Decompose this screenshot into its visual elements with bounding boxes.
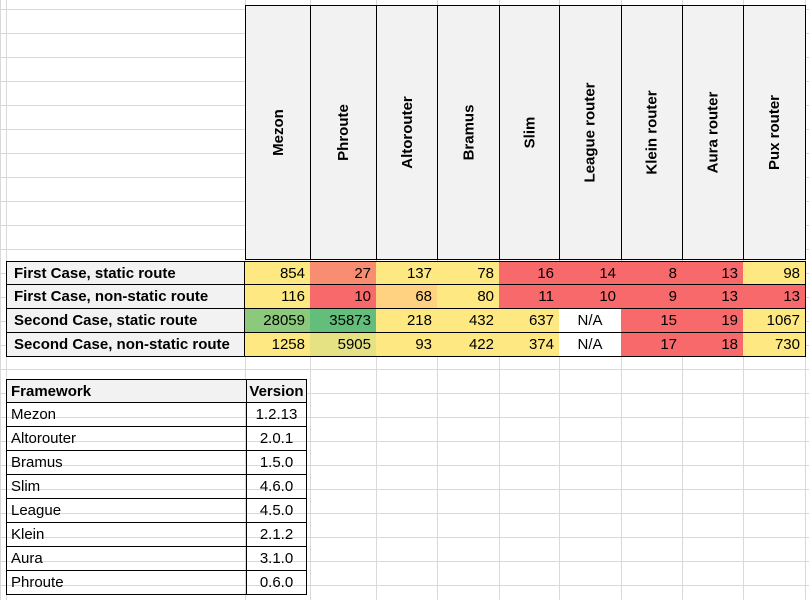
data-cell[interactable]: 19: [682, 309, 744, 333]
version-value[interactable]: 4.5.0: [247, 499, 307, 523]
data-cell[interactable]: 1067: [743, 309, 806, 333]
framework-name[interactable]: Slim: [6, 475, 247, 499]
row-label[interactable]: Second Case, non-static route: [6, 333, 245, 357]
row-label[interactable]: Second Case, static route: [6, 309, 245, 333]
version-value[interactable]: 1.2.13: [247, 403, 307, 427]
data-cell[interactable]: 11: [499, 285, 560, 309]
framework-header[interactable]: Framework: [6, 379, 247, 403]
data-cell[interactable]: 13: [682, 285, 744, 309]
column-header-label: Slim: [521, 116, 538, 149]
framework-name[interactable]: Klein: [6, 523, 247, 547]
column-header-label: Bramus: [459, 104, 477, 161]
version-value[interactable]: 1.5.0: [247, 451, 307, 475]
data-cell[interactable]: 116: [245, 285, 311, 309]
data-cell[interactable]: 93: [376, 333, 438, 357]
column-header-league-router[interactable]: League router: [559, 5, 622, 260]
data-cell[interactable]: 68: [376, 285, 438, 309]
column-header-mezon[interactable]: Mezon: [245, 5, 311, 260]
data-cell[interactable]: 35873: [310, 309, 377, 333]
column-header-slim[interactable]: Slim: [499, 5, 560, 260]
column-header-label: Klein router: [643, 90, 661, 175]
framework-name[interactable]: Altorouter: [6, 427, 247, 451]
column-header-phroute[interactable]: Phroute: [310, 5, 377, 260]
data-cell[interactable]: 80: [437, 285, 500, 309]
column-header-pux-router[interactable]: Pux router: [743, 5, 806, 260]
column-header-label: Pux router: [766, 94, 784, 171]
column-header-label: Phroute: [334, 104, 352, 161]
data-cell[interactable]: 13: [743, 285, 806, 309]
version-value[interactable]: 2.1.2: [247, 523, 307, 547]
framework-name[interactable]: Aura: [6, 547, 247, 571]
framework-name[interactable]: Mezon: [6, 403, 247, 427]
data-cell[interactable]: N/A: [559, 333, 622, 357]
data-cell[interactable]: 78: [437, 261, 500, 285]
data-cell[interactable]: 15: [621, 309, 683, 333]
column-header-klein-router[interactable]: Klein router: [621, 5, 683, 260]
data-cell[interactable]: 13: [682, 261, 744, 285]
data-cell[interactable]: 137: [376, 261, 438, 285]
version-header[interactable]: Version: [247, 379, 307, 403]
framework-name[interactable]: Phroute: [6, 571, 247, 595]
data-cell[interactable]: 730: [743, 333, 806, 357]
version-value[interactable]: 3.1.0: [247, 547, 307, 571]
row-label[interactable]: First Case, non-static route: [6, 285, 245, 309]
data-cell[interactable]: 18: [682, 333, 744, 357]
data-cell[interactable]: 10: [310, 285, 377, 309]
framework-name[interactable]: Bramus: [6, 451, 247, 475]
data-cell[interactable]: 16: [499, 261, 560, 285]
data-cell[interactable]: N/A: [559, 309, 622, 333]
data-cell[interactable]: 8: [621, 261, 683, 285]
data-cell[interactable]: 14: [559, 261, 622, 285]
column-header-label: Mezon: [269, 109, 287, 156]
data-cell[interactable]: 1258: [245, 333, 311, 357]
column-header-label: Altorouter: [398, 96, 416, 169]
data-cell[interactable]: 10: [559, 285, 622, 309]
data-cell[interactable]: 28059: [245, 309, 311, 333]
data-cell[interactable]: 27: [310, 261, 377, 285]
column-header-label: Aura router: [704, 91, 722, 174]
column-header-label: League router: [582, 82, 599, 183]
data-cell[interactable]: 17: [621, 333, 683, 357]
column-header-aura-router[interactable]: Aura router: [682, 5, 744, 260]
version-value[interactable]: 0.6.0: [247, 571, 307, 595]
column-header-altorouter[interactable]: Altorouter: [376, 5, 438, 260]
data-cell[interactable]: 432: [437, 309, 500, 333]
row-label[interactable]: First Case, static route: [6, 261, 245, 285]
data-cell[interactable]: 422: [437, 333, 500, 357]
column-header-bramus[interactable]: Bramus: [437, 5, 500, 260]
data-cell[interactable]: 98: [743, 261, 806, 285]
version-value[interactable]: 4.6.0: [247, 475, 307, 499]
data-cell[interactable]: 5905: [310, 333, 377, 357]
framework-name[interactable]: League: [6, 499, 247, 523]
data-cell[interactable]: 637: [499, 309, 560, 333]
data-cell[interactable]: 374: [499, 333, 560, 357]
data-cell[interactable]: 854: [245, 261, 311, 285]
data-cell[interactable]: 9: [621, 285, 683, 309]
version-value[interactable]: 2.0.1: [247, 427, 307, 451]
data-cell[interactable]: 218: [376, 309, 438, 333]
